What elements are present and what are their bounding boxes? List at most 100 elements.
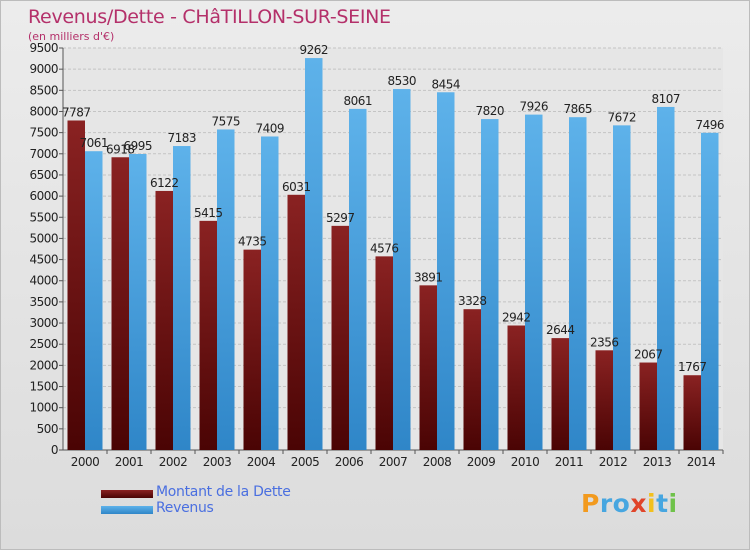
- x-tick-label: 2011: [555, 455, 584, 469]
- label-dette: 6122: [150, 176, 179, 190]
- bar-dette: [155, 190, 173, 450]
- bar-dette: [331, 225, 349, 450]
- bar-dette: [595, 350, 613, 450]
- bar-revenus: [569, 117, 587, 451]
- x-tick-label: 2001: [115, 455, 144, 469]
- legend-label-dette: Montant de la Dette: [156, 484, 291, 500]
- x-tick-label: 2009: [467, 455, 496, 469]
- x-tick-label: 2008: [423, 455, 452, 469]
- x-tick-label: 2007: [379, 455, 408, 469]
- y-tick-label: 7000: [29, 147, 58, 161]
- chart-title: Revenus/Dette - CHâTILLON-SUR-SEINE: [28, 6, 391, 28]
- label-revenus: 7183: [167, 131, 196, 145]
- y-tick-label: 9000: [29, 62, 58, 76]
- label-dette: 5415: [194, 206, 223, 220]
- label-revenus: 7820: [475, 104, 504, 118]
- bar-revenus: [173, 146, 191, 450]
- label-dette: 4576: [370, 241, 399, 255]
- y-tick-label: 4500: [29, 253, 58, 267]
- proxiti-logo: Proxiti: [581, 489, 678, 518]
- logo-letter: x: [630, 489, 647, 518]
- label-revenus: 7575: [211, 114, 240, 128]
- label-revenus: 6995: [123, 139, 152, 153]
- y-tick-label: 0: [51, 443, 58, 457]
- label-dette: 6918: [106, 142, 135, 156]
- bar-revenus: [525, 114, 543, 451]
- label-dette: 2356: [590, 335, 619, 349]
- bar-dette: [463, 309, 481, 450]
- logo-letter: i: [668, 489, 678, 518]
- label-dette: 7787: [62, 105, 91, 119]
- bar-revenus: [613, 125, 631, 450]
- data-labels: 7787 6918 6122 5415 4735 6031 5297 4576 3891 3328…: [62, 43, 725, 374]
- y-tick-label: 6500: [29, 168, 58, 182]
- label-dette: 1767: [678, 360, 707, 374]
- label-dette: 2942: [502, 311, 531, 325]
- bar-dette: [67, 120, 85, 451]
- label-dette: 2067: [634, 348, 663, 362]
- bar-revenus: [217, 129, 235, 451]
- x-tick-label: 2003: [203, 455, 232, 469]
- bar-revenus: [129, 154, 147, 451]
- y-tick-label: 4000: [29, 274, 58, 288]
- y-tick-label: 8000: [29, 104, 58, 118]
- logo-letter: r: [599, 489, 613, 518]
- bar-dette: [507, 325, 525, 450]
- x-tick-label: 2013: [643, 455, 672, 469]
- label-dette: 5297: [326, 211, 355, 225]
- bar-revenus: [305, 58, 323, 450]
- label-revenus: 9262: [299, 43, 328, 57]
- x-tick-label: 2012: [599, 455, 628, 469]
- bar-dette: [683, 375, 701, 450]
- y-tick-label: 1000: [29, 401, 58, 415]
- x-tick-label: 2010: [511, 455, 540, 469]
- label-revenus: 7865: [563, 102, 592, 116]
- label-revenus: 8061: [343, 94, 372, 108]
- y-tick-label: 9500: [29, 41, 58, 55]
- bar-dette: [551, 338, 569, 450]
- y-tick-label: 6000: [29, 189, 58, 203]
- label-dette: 2644: [546, 323, 575, 337]
- x-tick-label: 2005: [291, 455, 320, 469]
- chart-subtitle: (en milliers d'€): [28, 30, 115, 43]
- logo-letter: i: [647, 489, 657, 518]
- bar-revenus: [85, 151, 103, 451]
- label-revenus: 7409: [255, 121, 284, 135]
- y-tick-label: 7500: [29, 126, 58, 140]
- bar-revenus: [261, 136, 279, 451]
- label-revenus: 8107: [651, 92, 680, 106]
- y-tick-label: 3000: [29, 316, 58, 330]
- bar-revenus: [701, 132, 719, 450]
- bar-revenus: [393, 89, 411, 450]
- y-tick-label: 3500: [29, 295, 58, 309]
- bar-dette: [111, 157, 129, 450]
- y-tick-label: 8500: [29, 83, 58, 97]
- label-revenus: 7672: [607, 110, 636, 124]
- label-dette: 4735: [238, 235, 267, 249]
- logo-letter: o: [612, 489, 631, 518]
- legend-swatch-revenus: [101, 506, 153, 514]
- bar-revenus: [349, 108, 367, 450]
- label-revenus: 8530: [387, 74, 416, 88]
- label-dette: 3891: [414, 270, 443, 284]
- y-axis: 0 500 1000 1500 2000 2500 3000 3500 4000 4500 5000…: [29, 41, 64, 457]
- bar-revenus: [437, 92, 455, 450]
- x-tick-label: 2002: [159, 455, 188, 469]
- bar-dette: [199, 220, 217, 450]
- y-tick-label: 5500: [29, 210, 58, 224]
- label-revenus: 8454: [431, 77, 460, 91]
- bar-dette: [287, 194, 305, 450]
- x-tick-label: 2000: [71, 455, 100, 469]
- label-revenus: 7496: [695, 118, 724, 132]
- legend-swatch-dette: [101, 490, 153, 498]
- label-revenus: 7926: [519, 100, 548, 114]
- label-dette: 3328: [458, 294, 487, 308]
- logo-letter: t: [656, 489, 669, 518]
- x-tick-label: 2014: [687, 455, 716, 469]
- bars: [67, 58, 719, 451]
- y-tick-label: 2000: [29, 358, 58, 372]
- x-axis: 2000 2001 2002 2003 2004 2005 2006 2007 2008 2009…: [63, 449, 724, 469]
- bar-revenus: [481, 119, 499, 451]
